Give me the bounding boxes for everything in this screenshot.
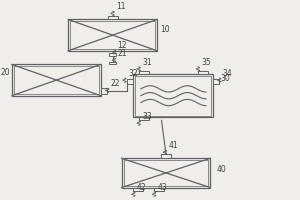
- Text: 40: 40: [216, 165, 226, 174]
- Text: 30: 30: [221, 74, 230, 83]
- Text: 33: 33: [142, 112, 152, 121]
- Text: 21: 21: [118, 49, 127, 58]
- Text: 42: 42: [137, 183, 147, 192]
- Bar: [110, 62, 116, 64]
- Bar: [101, 88, 107, 94]
- Bar: [161, 154, 171, 158]
- Bar: [108, 16, 118, 19]
- Bar: [213, 79, 219, 84]
- Bar: [110, 53, 116, 56]
- Text: 12: 12: [118, 41, 127, 50]
- Text: 11: 11: [116, 2, 126, 11]
- Bar: [124, 160, 208, 186]
- Bar: [122, 158, 210, 188]
- Bar: [14, 66, 99, 94]
- Text: 41: 41: [169, 141, 178, 150]
- Text: 43: 43: [158, 183, 167, 192]
- Text: 31: 31: [142, 58, 152, 67]
- Bar: [154, 188, 164, 191]
- Bar: [198, 71, 208, 74]
- Bar: [134, 188, 143, 191]
- Text: 22: 22: [111, 79, 120, 88]
- Bar: [12, 64, 101, 96]
- Text: 32: 32: [128, 69, 138, 78]
- Text: 20: 20: [0, 68, 10, 77]
- Bar: [70, 21, 155, 49]
- Bar: [134, 74, 213, 117]
- Bar: [128, 79, 134, 84]
- Bar: [139, 117, 149, 120]
- Text: 35: 35: [202, 58, 211, 67]
- Text: 10: 10: [160, 25, 170, 34]
- Bar: [136, 76, 211, 116]
- Bar: [139, 71, 149, 74]
- Text: 34: 34: [223, 69, 232, 78]
- Bar: [68, 19, 157, 51]
